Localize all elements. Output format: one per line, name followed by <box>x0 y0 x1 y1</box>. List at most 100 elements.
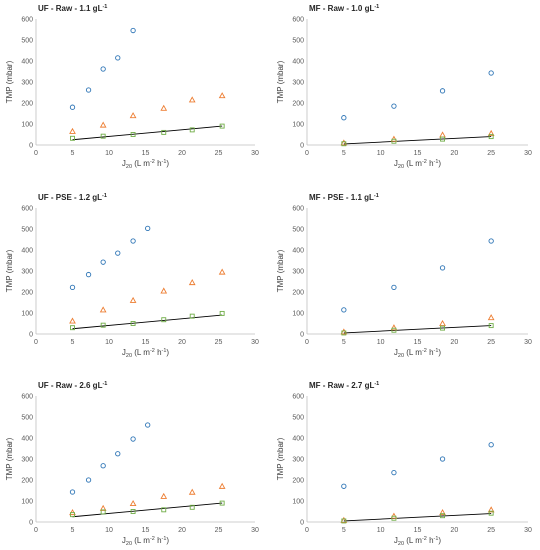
data-point-square <box>161 129 167 135</box>
series-circle <box>69 225 151 291</box>
series-square <box>341 323 494 336</box>
y-tick-label: 200 <box>292 478 304 485</box>
data-point-square <box>161 317 167 323</box>
data-point-triangle <box>129 112 137 119</box>
data-point-square <box>70 135 75 141</box>
data-point-circle <box>145 225 151 232</box>
x-label-superscript-a: -2 <box>150 536 155 542</box>
data-point-circle <box>391 469 397 476</box>
y-tick-label: 500 <box>292 415 304 422</box>
data-point-square <box>440 513 445 519</box>
panel-title-main: MF - Raw - 1.0 gL <box>309 4 374 13</box>
panel-title-superscript: -1 <box>374 4 379 10</box>
y-tick-label: 500 <box>292 38 304 45</box>
x-tick-label: 5 <box>342 150 346 157</box>
data-point-circle <box>100 463 106 469</box>
panel-title: MF - PSE - 1.1 gL-1 <box>309 193 379 202</box>
x-tick-label: 10 <box>377 527 385 534</box>
y-tick-label: 0 <box>300 520 304 527</box>
data-point-triangle <box>439 509 446 516</box>
x-tick-label: 15 <box>414 527 422 534</box>
y-axis-label: TMP (mbar) <box>5 437 14 480</box>
trendline <box>343 325 492 334</box>
x-tick-label: 25 <box>215 527 223 534</box>
x-label-subscript: 20 <box>398 164 404 170</box>
y-tick-label: 100 <box>292 311 304 318</box>
data-point-square <box>440 136 445 142</box>
trendline <box>72 125 223 141</box>
trendline <box>343 136 492 145</box>
y-tick-label: 300 <box>292 457 304 464</box>
y-tick-label: 500 <box>21 227 33 234</box>
data-point-triangle <box>188 279 196 286</box>
y-tick-label: 400 <box>292 248 304 255</box>
x-label-main: J <box>122 159 126 168</box>
trendline <box>72 314 223 330</box>
plot-panel-4: 0 100 200 300 400 500 600 0 5 10 15 20 25 30 TMP (mbar… <box>276 193 532 359</box>
data-point-triangle <box>99 504 107 511</box>
data-point-triangle <box>340 139 348 146</box>
x-tick-label: 30 <box>524 339 532 346</box>
x-axis-label: J20 (L m-2 h-1) <box>394 536 442 547</box>
data-point-circle <box>69 104 76 110</box>
x-label-close: ) <box>438 536 441 545</box>
x-label-unit-b: h <box>155 536 162 545</box>
y-tick-label: 400 <box>21 436 33 443</box>
data-point-square <box>488 134 494 140</box>
y-tick-label: 500 <box>21 415 33 422</box>
y-tick-label: 400 <box>21 59 33 66</box>
x-axis-label: J20 (L m-2 h-1) <box>122 159 170 170</box>
x-tick-label: 10 <box>377 150 385 157</box>
x-label-close: ) <box>166 536 169 545</box>
data-point-triangle <box>439 131 446 138</box>
data-point-square <box>341 141 347 147</box>
x-label-close: ) <box>438 348 441 357</box>
data-point-triangle <box>69 317 76 324</box>
series-circle <box>341 442 494 489</box>
data-point-circle <box>69 489 76 495</box>
y-tick-label: 300 <box>21 80 33 87</box>
y-axis-label: TMP (mbar) <box>276 437 285 480</box>
data-point-triangle <box>340 516 348 523</box>
x-tick-label: 15 <box>142 339 150 346</box>
y-tick-label: 0 <box>300 143 304 150</box>
y-tick-label: 200 <box>21 101 33 108</box>
data-point-square <box>130 509 136 514</box>
series-circle <box>341 70 494 121</box>
data-point-triangle <box>487 129 495 136</box>
data-point-square <box>100 322 106 328</box>
data-point-triangle <box>390 324 398 331</box>
data-point-circle <box>439 456 446 462</box>
x-tick-label: 30 <box>251 150 259 157</box>
series-triangle <box>69 268 226 324</box>
data-point-triangle <box>99 121 107 128</box>
data-point-circle <box>488 70 494 76</box>
x-label-close: ) <box>438 159 441 168</box>
data-point-circle <box>85 87 92 93</box>
panel-title-main: UF - Raw - 1.1 gL <box>38 4 103 13</box>
x-tick-label: 15 <box>414 150 422 157</box>
x-label-superscript-b: -1 <box>434 536 439 542</box>
x-tick-label: 20 <box>450 150 458 157</box>
data-point-circle <box>85 271 92 278</box>
y-tick-label: 0 <box>29 332 33 339</box>
series-circle <box>69 422 151 495</box>
y-tick-label: 200 <box>292 290 304 297</box>
y-tick-label: 600 <box>292 17 304 24</box>
data-point-circle <box>341 483 347 489</box>
series-square <box>70 310 225 331</box>
x-tick-label: 20 <box>450 339 458 346</box>
data-point-circle <box>439 88 446 94</box>
x-label-unit-b: h <box>427 536 434 545</box>
x-tick-label: 20 <box>178 527 186 534</box>
series-circle <box>69 27 136 110</box>
data-point-square <box>161 507 167 513</box>
data-point-square <box>488 323 494 329</box>
x-label-superscript-a: -2 <box>422 159 427 165</box>
y-tick-label: 300 <box>21 269 33 276</box>
y-tick-label: 300 <box>292 80 304 87</box>
series-square <box>341 510 494 524</box>
data-point-triangle <box>439 319 446 327</box>
y-tick-label: 500 <box>292 227 304 234</box>
